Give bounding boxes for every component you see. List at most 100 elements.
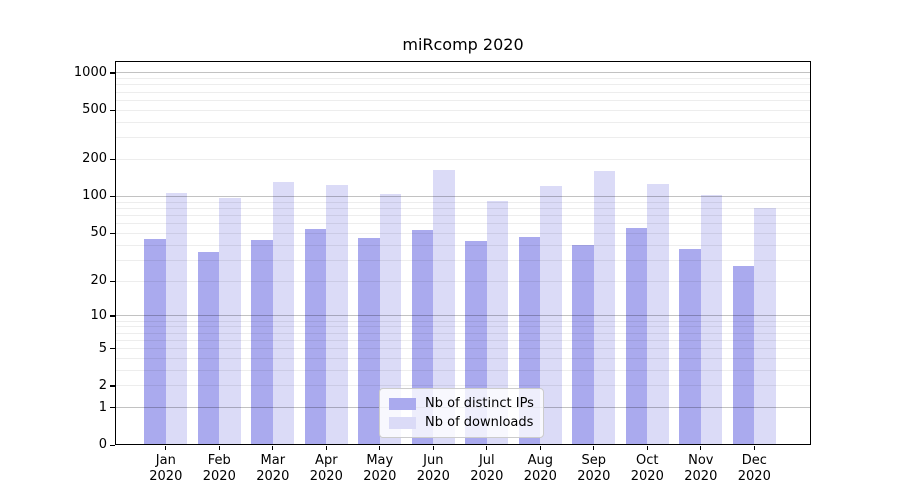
y-tick <box>110 385 115 387</box>
legend-item-downloads: Nb of downloads <box>389 415 534 430</box>
bar-downloads-dec <box>754 208 776 445</box>
gridline-minor <box>115 326 811 328</box>
legend: Nb of distinct IPs Nb of downloads <box>379 388 544 438</box>
y-tick-label: 0 <box>98 437 107 452</box>
x-tick-label: Nov 2020 <box>684 453 718 484</box>
gridline-minor <box>115 78 811 80</box>
legend-label-distinct-ips: Nb of distinct IPs <box>425 396 534 411</box>
x-tick <box>593 446 595 450</box>
x-tick-label: Jul 2020 <box>470 453 504 484</box>
x-tick <box>432 446 434 450</box>
x-tick-label: May 2020 <box>363 453 397 484</box>
y-tick <box>110 280 115 282</box>
gridline-minor <box>115 244 811 246</box>
bar-downloads-nov <box>700 194 723 445</box>
y-tick <box>110 232 115 234</box>
bar-downloads-aug <box>540 185 562 445</box>
gridline-minor <box>115 385 811 387</box>
bar-distinct-ips-dec <box>732 265 755 445</box>
y-tick <box>110 444 115 446</box>
x-tick-label: Aug 2020 <box>523 453 557 484</box>
x-tick-label: Apr 2020 <box>309 453 343 484</box>
gridline-major <box>115 72 811 74</box>
bar-downloads-sep <box>593 171 616 445</box>
gridline-minor <box>115 99 811 101</box>
x-tick <box>165 446 167 450</box>
legend-label-downloads: Nb of downloads <box>425 415 534 430</box>
legend-swatch-distinct-ips <box>389 397 416 410</box>
gridline-minor <box>115 339 811 341</box>
x-tick <box>379 446 381 450</box>
x-tick-label: Mar 2020 <box>256 453 290 484</box>
gridline-minor <box>115 232 811 234</box>
bar-downloads-jan <box>165 193 188 445</box>
gridline-minor <box>115 201 811 203</box>
x-tick-label: Sep 2020 <box>577 453 611 484</box>
gridline-minor <box>115 207 811 209</box>
gridline-minor <box>115 91 811 93</box>
bar-distinct-ips-feb <box>197 252 220 445</box>
y-tick-label: 50 <box>90 225 107 241</box>
gridline-minor <box>115 369 811 371</box>
x-tick <box>272 446 274 450</box>
legend-swatch-downloads <box>389 416 416 429</box>
y-tick-label: 20 <box>90 273 107 289</box>
gridline-minor <box>115 348 811 349</box>
gridline-minor <box>115 137 811 139</box>
bar-distinct-ips-apr <box>304 229 327 445</box>
y-tick-label: 100 <box>82 188 107 204</box>
x-tick <box>646 446 648 450</box>
legend-item-distinct-ips: Nb of distinct IPs <box>389 396 534 411</box>
y-tick-label: 10 <box>90 307 107 323</box>
bar-distinct-ips-jan <box>144 238 166 445</box>
gridline-minor <box>115 109 811 111</box>
bar-downloads-apr <box>326 184 348 445</box>
y-tick-label: 2 <box>98 377 107 393</box>
gridline-minor <box>115 259 811 261</box>
x-tick <box>325 446 327 450</box>
gridline-minor <box>115 158 811 160</box>
y-tick <box>110 407 115 409</box>
bar-distinct-ips-mar <box>251 240 273 445</box>
bar-downloads-oct <box>647 183 669 445</box>
gridline-minor <box>115 214 811 216</box>
bar-downloads-mar <box>272 182 295 445</box>
y-tick-label: 1 <box>98 399 107 415</box>
y-tick-label: 5 <box>98 340 107 356</box>
x-tick <box>700 446 702 450</box>
bar-downloads-feb <box>219 197 241 445</box>
y-tick-label: 500 <box>82 102 107 118</box>
y-tick <box>110 195 115 198</box>
bar-distinct-ips-may <box>358 237 380 445</box>
y-tick <box>110 72 115 74</box>
bar-downloads-jul <box>486 200 509 445</box>
gridline-minor <box>115 357 811 359</box>
gridline-minor <box>115 320 811 322</box>
bar-distinct-ips-oct <box>625 228 648 445</box>
gridline-minor <box>115 84 811 86</box>
bar-downloads-may <box>379 194 402 445</box>
y-tick <box>110 348 115 350</box>
x-tick <box>539 446 541 450</box>
chart-title: miRcomp 2020 <box>402 35 524 54</box>
gridline-minor <box>115 280 811 282</box>
y-tick-label: 1000 <box>73 64 107 80</box>
y-tick <box>110 315 115 317</box>
bar-distinct-ips-nov <box>679 249 701 445</box>
x-tick <box>486 446 488 450</box>
x-tick-label: Feb 2020 <box>202 453 236 484</box>
x-tick <box>218 446 220 450</box>
y-tick <box>110 109 115 111</box>
gridline-minor <box>115 223 811 225</box>
bar-downloads-jun <box>433 169 455 445</box>
x-tick-label: Dec 2020 <box>737 453 771 484</box>
gridline-minor <box>115 121 811 123</box>
y-tick <box>110 158 115 161</box>
bar-distinct-ips-sep <box>572 245 594 445</box>
x-tick <box>753 446 755 450</box>
x-tick-label: Jan 2020 <box>149 453 183 484</box>
gridline-major <box>115 315 811 317</box>
y-tick-label: 200 <box>82 151 107 167</box>
gridline-major <box>115 195 811 197</box>
